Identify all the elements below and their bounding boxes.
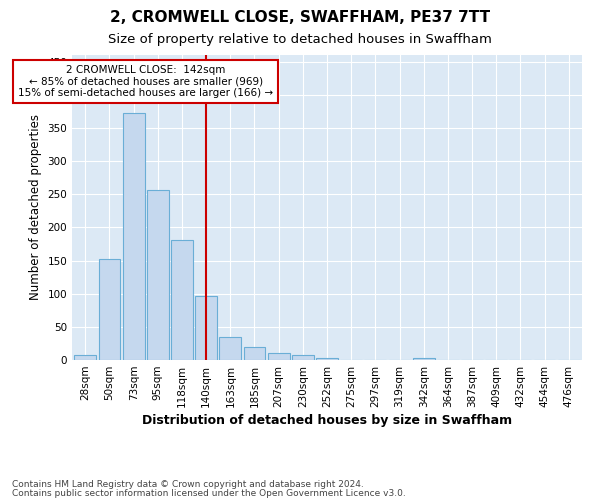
Bar (292, 354, 314, 360)
Bar (413, 358, 434, 360)
Bar (171, 240, 193, 360)
Bar (195, 296, 217, 360)
Bar (123, 114, 145, 360)
X-axis label: Distribution of detached houses by size in Swaffham: Distribution of detached houses by size … (142, 414, 512, 427)
Text: Size of property relative to detached houses in Swaffham: Size of property relative to detached ho… (108, 32, 492, 46)
Bar (98, 259, 121, 360)
Text: 2 CROMWELL CLOSE:  142sqm
← 85% of detached houses are smaller (969)
15% of semi: 2 CROMWELL CLOSE: 142sqm ← 85% of detach… (18, 65, 273, 98)
Y-axis label: Number of detached properties: Number of detached properties (29, 114, 42, 300)
Text: Contains public sector information licensed under the Open Government Licence v3: Contains public sector information licen… (12, 488, 406, 498)
Bar (147, 190, 169, 360)
Text: 2, CROMWELL CLOSE, SWAFFHAM, PE37 7TT: 2, CROMWELL CLOSE, SWAFFHAM, PE37 7TT (110, 10, 490, 25)
Bar (244, 346, 265, 360)
Bar (220, 337, 241, 360)
Bar (316, 358, 338, 360)
Bar (74, 356, 96, 360)
Bar (268, 354, 290, 360)
Text: Contains HM Land Registry data © Crown copyright and database right 2024.: Contains HM Land Registry data © Crown c… (12, 480, 364, 489)
